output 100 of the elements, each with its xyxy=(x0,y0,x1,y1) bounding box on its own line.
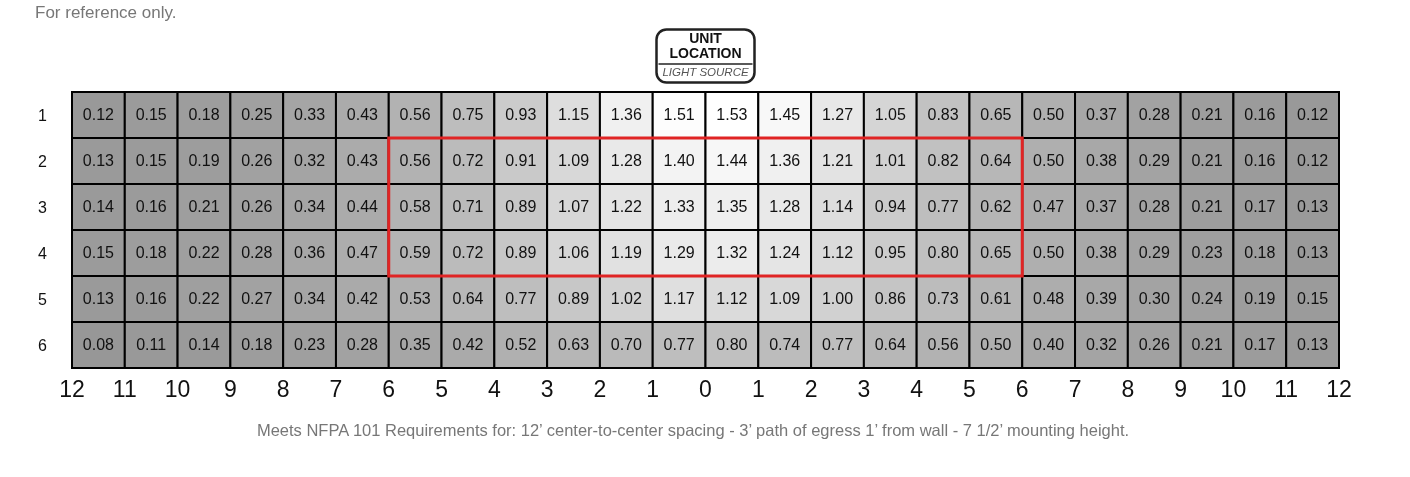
data-label: 0.36 xyxy=(293,244,326,261)
y-tick-label: 6 xyxy=(38,336,48,354)
data-label: 1.01 xyxy=(874,152,906,169)
data-label: 0.33 xyxy=(293,106,326,123)
data-label: 1.51 xyxy=(663,106,695,123)
data-label: 0.59 xyxy=(399,244,431,261)
data-label: 1.19 xyxy=(610,244,642,261)
data-label: 0.32 xyxy=(293,152,326,169)
data-label: 0.13 xyxy=(1297,336,1329,353)
y-tick-label: 1 xyxy=(38,106,48,124)
data-label: 1.21 xyxy=(821,152,854,169)
data-label: 0.15 xyxy=(82,244,115,261)
data-label: 0.89 xyxy=(505,244,537,261)
data-label: 0.65 xyxy=(980,244,1012,261)
data-label: 0.25 xyxy=(241,106,273,123)
data-label: 0.28 xyxy=(346,336,379,353)
data-label: 0.50 xyxy=(1033,106,1065,123)
data-label: 1.07 xyxy=(557,198,590,215)
data-label: 0.23 xyxy=(1191,244,1223,261)
data-label: 1.36 xyxy=(610,106,642,123)
data-label: 0.13 xyxy=(82,152,115,169)
data-label: 0.86 xyxy=(874,290,906,307)
data-label: 0.24 xyxy=(1191,290,1223,307)
data-label: 0.39 xyxy=(1085,290,1118,307)
data-label: 0.71 xyxy=(452,198,484,215)
text: For reference only. xyxy=(35,3,177,22)
data-label: 0.80 xyxy=(716,336,748,353)
data-label: 0.42 xyxy=(452,336,484,353)
data-label: 0.47 xyxy=(1033,198,1065,215)
data-label: 0.37 xyxy=(1085,106,1118,123)
data-label: 0.74 xyxy=(769,336,801,353)
data-label: 0.14 xyxy=(82,198,115,215)
data-label: 0.77 xyxy=(505,290,537,307)
data-label: 0.21 xyxy=(1191,152,1223,169)
data-label: 1.33 xyxy=(663,198,695,215)
text: LIGHT SOURCE xyxy=(662,66,749,78)
data-label: 1.22 xyxy=(610,198,642,215)
data-label: 0.28 xyxy=(1138,106,1170,123)
data-label: 0.94 xyxy=(874,198,906,215)
data-label: 0.18 xyxy=(241,336,273,353)
data-label: 0.40 xyxy=(1033,336,1065,353)
data-label: 0.16 xyxy=(135,198,167,215)
data-label: 0.91 xyxy=(505,152,537,169)
data-label: 0.21 xyxy=(1191,106,1223,123)
data-label: 0.16 xyxy=(1244,106,1276,123)
data-label: 0.29 xyxy=(1138,152,1170,169)
data-label: 1.06 xyxy=(557,244,590,261)
data-label: 0.93 xyxy=(505,106,537,123)
data-label: 1.36 xyxy=(769,152,801,169)
data-label: 0.21 xyxy=(1191,198,1223,215)
data-label: 0.17 xyxy=(1244,336,1276,353)
data-label: 0.19 xyxy=(1244,290,1276,307)
data-label: 0.64 xyxy=(452,290,484,307)
data-label: 1.28 xyxy=(610,152,642,169)
data-label: 0.70 xyxy=(610,336,642,353)
data-label: 0.42 xyxy=(346,290,379,307)
data-label: 1.53 xyxy=(716,106,748,123)
data-label: 1.12 xyxy=(821,244,854,261)
y-tick-label: 2 xyxy=(38,152,48,170)
data-label: 1.00 xyxy=(821,290,854,307)
data-label: 0.26 xyxy=(241,152,273,169)
data-label: 0.16 xyxy=(135,290,167,307)
data-label: 1.44 xyxy=(716,152,748,169)
data-label: 0.12 xyxy=(1297,152,1329,169)
data-label: 0.75 xyxy=(452,106,484,123)
data-label: 0.56 xyxy=(399,106,431,123)
data-label: 0.89 xyxy=(505,198,537,215)
data-label: 0.56 xyxy=(399,152,431,169)
data-label: 0.83 xyxy=(927,106,959,123)
data-label: 0.22 xyxy=(188,244,220,261)
data-label: 0.26 xyxy=(241,198,273,215)
data-label: 0.53 xyxy=(399,290,431,307)
data-label: 0.28 xyxy=(1138,198,1170,215)
data-label: 0.29 xyxy=(1138,244,1170,261)
data-label: 1.09 xyxy=(769,290,801,307)
data-label: 0.13 xyxy=(1297,198,1329,215)
data-label: 0.30 xyxy=(1138,290,1170,307)
data-label: 0.56 xyxy=(927,336,959,353)
data-label: 0.12 xyxy=(82,106,115,123)
data-label: 0.37 xyxy=(1085,198,1118,215)
data-label: 0.80 xyxy=(927,244,959,261)
data-label: 0.72 xyxy=(452,244,484,261)
data-label: 0.18 xyxy=(188,106,220,123)
data-label: 0.23 xyxy=(293,336,326,353)
data-label: 0.34 xyxy=(293,198,326,215)
data-label: 0.73 xyxy=(927,290,959,307)
data-label: 1.14 xyxy=(821,198,854,215)
data-label: 1.17 xyxy=(663,290,695,307)
text: Meets NFPA 101 Requirements for: 12’ center-to-center spacing - 3’ path of egress 1’ from wall - 7 1/2’ mounting height. xyxy=(256,421,1130,439)
data-label: 0.44 xyxy=(346,198,379,215)
data-label: 1.02 xyxy=(610,290,642,307)
data-label: 1.24 xyxy=(769,244,801,261)
data-label: 0.21 xyxy=(188,198,220,215)
data-label: 0.13 xyxy=(1297,244,1329,261)
data-label: 0.28 xyxy=(241,244,273,261)
data-label: 0.64 xyxy=(980,152,1012,169)
data-label: 1.05 xyxy=(874,106,906,123)
data-label: 1.32 xyxy=(716,244,748,261)
data-label: 0.16 xyxy=(1244,152,1276,169)
y-tick-label: 5 xyxy=(38,290,48,308)
